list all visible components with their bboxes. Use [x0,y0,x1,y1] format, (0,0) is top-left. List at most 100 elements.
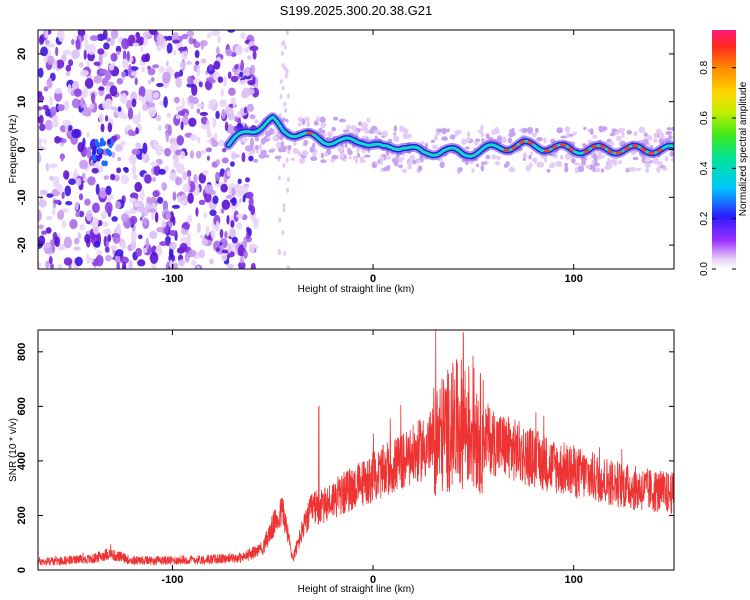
spectrogram-speckle [122,261,127,269]
spectrogram-speckle [71,128,81,139]
spectrogram-speckle [46,193,54,198]
spectrogram-speckle [38,67,44,78]
spectrogram-speckle [244,145,253,152]
spectrogram-speckle [200,58,207,64]
spectrogram-halo [417,165,423,172]
spectrogram-speckle [225,194,233,199]
spectrogram-speckle [172,216,176,226]
spectrogram-speckle [142,247,148,254]
spectrogram-speckle [198,81,203,88]
spectrogram-halo [366,117,371,123]
spectrogram-speckle [86,131,90,138]
spectrogram-speckle [280,50,284,56]
colorbar-gradient [712,30,736,269]
spectrogram-speckle [221,147,227,153]
spectrogram-speckle [186,30,195,37]
spectrogram-halo [665,130,673,136]
spectrogram-speckle [248,243,256,254]
spectrogram-speckle [141,66,145,73]
spectrogram-speckle [104,246,110,253]
spectrogram-speckle [171,204,181,209]
spectrogram-halo [254,136,260,142]
spectrogram-halo [589,128,594,135]
spectrogram-speckle [98,147,103,154]
spectrogram-speckle [152,140,160,149]
spectrogram-speckle [240,59,244,72]
spectrogram-speckle [249,45,259,52]
spectrogram-speckle [285,69,289,75]
spectrogram-speckle [110,244,117,251]
spectrogram-speckle [162,71,171,84]
spectrogram-speckle [187,192,194,204]
spectrogram-halo [379,155,385,162]
spectrogram-halo [644,158,652,163]
spectrogram-speckle [109,85,118,97]
spectrogram-halo [496,156,501,160]
spectrogram-halo [407,165,413,170]
spectrogram-halo [593,162,600,167]
spectrogram-speckle [200,124,209,130]
spectrogram-halo [632,156,639,161]
spectrogram-speckle [226,170,231,177]
spectrogram-halo [594,167,601,173]
spectrogram-speckle [131,71,138,77]
spectrogram-speckle [227,243,232,254]
spectrogram-speckle [239,71,244,78]
spectrogram-halo [509,128,514,135]
spectrogram-speckle [115,201,122,209]
spectrogram-halo [439,161,445,169]
spectrogram-speckle [188,117,197,127]
spectrogram-speckle [200,150,206,155]
spectrogram-speckle [103,175,110,180]
spectrogram-speckle [224,231,228,239]
spectrogram-halo [359,156,364,164]
spectrogram-speckle [96,249,102,256]
spectrogram-speckle [79,224,86,231]
spectrogram-speckle [47,43,56,48]
ridge-hot-segment [583,144,665,155]
spectrogram-speckle [196,66,201,77]
spectrogram-speckle [178,259,185,267]
spectrogram-halo [356,152,361,158]
spectrogram-halo [339,152,345,159]
spectrogram-halo [255,150,259,154]
spectrogram-halo [573,162,581,166]
spectrogram-halo [337,146,344,152]
spectrogram-speckle [141,54,149,63]
spectrogram-speckle [199,111,209,117]
spectrogram-speckle [148,30,158,36]
spectrogram-speckle [122,50,127,61]
spectrogram-halo [664,155,669,162]
spectrogram-speckle [98,113,104,123]
spectrogram-speckle [177,110,185,116]
spectrogram-halo [536,136,544,142]
spectrogram-speckle [38,151,41,163]
spectrogram-speckle [91,167,99,174]
spectrogram-halo [556,163,563,167]
spectrogram-halo [652,158,657,163]
spectrogram-halo [285,118,289,123]
spectrogram-halo [649,145,654,149]
spectrogram-speckle [220,208,225,214]
spectrogram-speckle [282,65,286,71]
spectrogram-speckle [61,219,66,229]
spectrogram-speckle [135,127,139,135]
spectrogram-speckle [144,88,154,101]
spectrogram-speckle [154,211,159,223]
spectrogram-speckle [93,61,101,66]
spectrogram-speckle [252,50,257,60]
spectrogram-speckle [245,191,254,199]
spectrogram-speckle [169,259,173,269]
spectrogram-speckle [131,148,141,155]
spectrogram-speckle [98,219,103,227]
spectrogram-speckle [169,241,177,250]
spectrogram-speckle [283,250,287,256]
spectrogram-speckle [212,116,217,129]
spectrogram-speckle [210,229,216,238]
spectrogram-speckle [238,261,246,269]
spectrogram-halo [437,128,444,133]
spectrogram-speckle [226,214,230,225]
spectrogram-speckle [92,224,99,235]
spectrogram-halo [350,124,355,131]
spectrogram-halo [466,136,471,143]
